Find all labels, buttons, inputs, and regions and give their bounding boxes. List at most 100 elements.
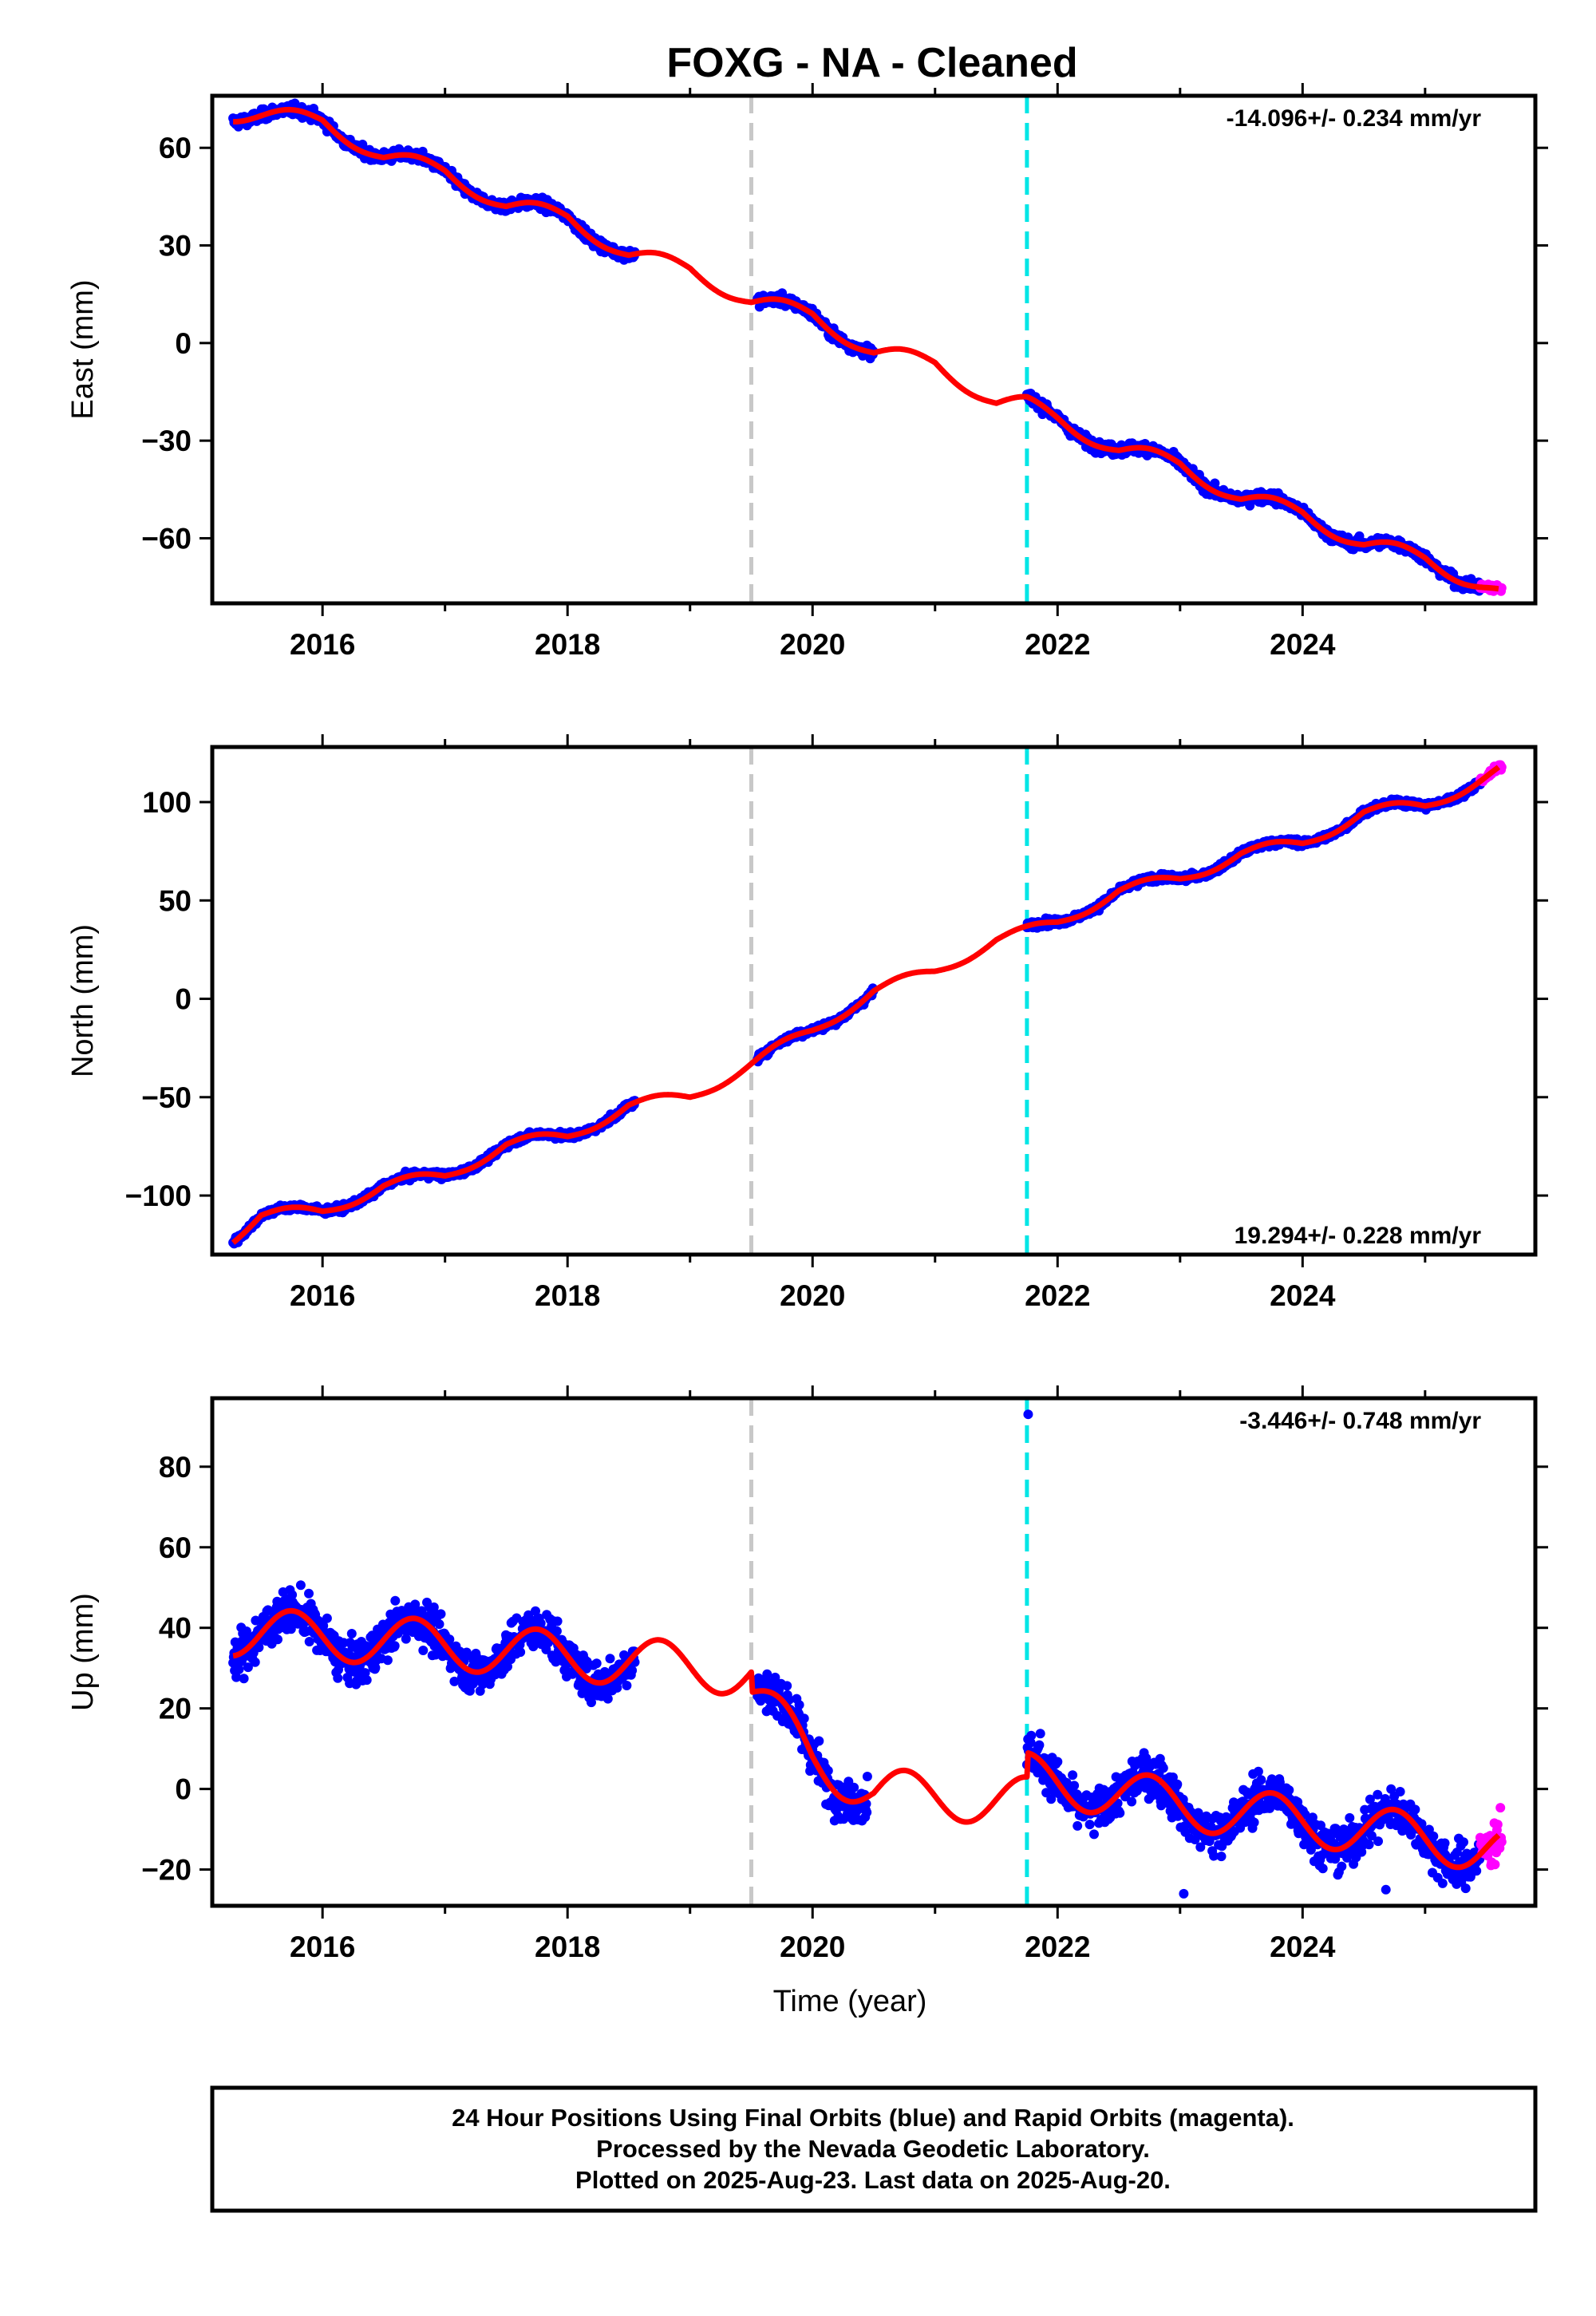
data-point: [304, 1588, 314, 1599]
data-point: [602, 1694, 613, 1704]
data-point: [1115, 1808, 1125, 1818]
data-point: [382, 1655, 393, 1666]
x-tick-label: 2022: [1025, 628, 1090, 661]
data-point: [410, 1599, 421, 1610]
y-tick-label: 0: [175, 327, 192, 360]
y-tick-label: 0: [175, 983, 192, 1016]
rate-annotation: -14.096+/- 0.234 mm/yr: [1227, 105, 1482, 132]
rapid-point: [1496, 583, 1507, 593]
x-tick-label: 2020: [780, 628, 845, 661]
plot-frame: [210, 745, 1538, 1257]
data-point: [436, 1609, 446, 1619]
model-curve: [231, 765, 1501, 1245]
data-point: [849, 1782, 859, 1792]
data-point: [231, 1672, 242, 1682]
data-point: [250, 1657, 260, 1667]
data-point: [273, 1634, 282, 1645]
data-point: [1025, 1737, 1036, 1748]
x-tick-label: 2020: [780, 1279, 845, 1312]
final-orbit-points: [228, 777, 1485, 1249]
data-point: [389, 1641, 400, 1651]
y-tick-label: −60: [141, 522, 192, 555]
x-tick-label: 2022: [1025, 1279, 1090, 1312]
data-point: [1046, 1794, 1057, 1804]
data-point: [1034, 1740, 1045, 1750]
x-tick-label: 2018: [535, 628, 600, 661]
data-point: [622, 1681, 632, 1690]
plot-area: [228, 96, 1507, 603]
data-point: [287, 1590, 298, 1600]
data-point: [1069, 1780, 1080, 1791]
plot-area: [228, 1398, 1507, 1906]
data-point: [1035, 1729, 1045, 1739]
data-point: [1084, 1820, 1095, 1830]
data-point: [814, 1736, 824, 1746]
data-point: [823, 1765, 833, 1776]
data-point: [243, 1662, 253, 1673]
data-point: [286, 1624, 296, 1634]
data-point: [390, 1595, 401, 1606]
data-point: [605, 1654, 615, 1664]
data-point: [370, 1662, 381, 1673]
data-point: [429, 1602, 439, 1612]
data-point: [591, 1658, 602, 1669]
data-point: [322, 1613, 332, 1623]
figure-title: FOXG - NA - Cleaned: [666, 40, 1077, 86]
data-point: [401, 1634, 411, 1644]
data-point: [762, 1669, 772, 1679]
plot-frame: [210, 93, 1538, 606]
data-point: [862, 1772, 872, 1781]
data-point: [516, 1647, 526, 1658]
data-point: [1210, 478, 1220, 488]
rate-annotation: 19.294+/- 0.228 mm/yr: [1235, 1223, 1482, 1249]
data-point: [434, 1619, 444, 1630]
data-point: [1068, 1770, 1078, 1780]
data-point: [551, 1626, 562, 1636]
y-axis-label: North (mm): [66, 924, 100, 1077]
data-point: [449, 1676, 460, 1686]
data-point: [295, 1580, 306, 1591]
data-point: [462, 1650, 472, 1661]
data-point: [418, 1646, 429, 1655]
data-point: [531, 1606, 540, 1616]
data-point: [627, 1666, 638, 1676]
data-point: [552, 1616, 563, 1626]
plot-area: [228, 747, 1507, 1255]
data-point: [254, 1642, 264, 1653]
y-axis-label: East (mm): [66, 279, 100, 419]
x-tick-label: 2016: [290, 628, 355, 661]
data-point: [535, 1618, 546, 1628]
data-point: [799, 1713, 809, 1724]
data-point: [318, 1621, 329, 1631]
data-point: [1127, 1796, 1137, 1807]
data-point: [304, 1637, 314, 1646]
y-tick-label: −100: [125, 1180, 192, 1212]
data-point: [770, 1672, 780, 1682]
data-point: [782, 1681, 792, 1691]
y-tick-label: 50: [159, 884, 192, 917]
data-point: [234, 1664, 244, 1674]
x-tick-label: 2016: [290, 1279, 355, 1312]
data-point: [360, 1668, 370, 1678]
data-point: [1073, 1820, 1083, 1831]
x-tick-label: 2018: [535, 1279, 600, 1312]
final-orbit-points: [228, 1409, 1485, 1899]
data-point: [346, 1629, 357, 1638]
data-point: [523, 1610, 534, 1620]
data-point: [239, 1674, 249, 1684]
data-point: [862, 1807, 872, 1817]
x-tick-label: 2024: [1270, 628, 1336, 661]
data-point: [1053, 1757, 1063, 1767]
y-tick-label: 30: [159, 230, 192, 263]
data-point: [444, 1634, 455, 1645]
data-point: [503, 1662, 512, 1672]
data-point: [1026, 1730, 1037, 1741]
data-point: [1089, 1829, 1099, 1840]
y-tick-label: −50: [141, 1081, 192, 1114]
x-tick-label: 2024: [1270, 1279, 1336, 1312]
